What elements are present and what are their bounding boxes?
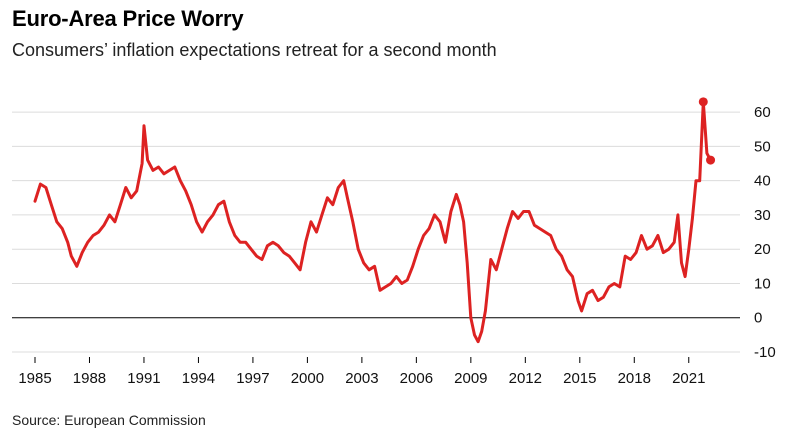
x-tick-label: 1994 [182, 370, 215, 387]
x-tick-label: 2009 [454, 370, 487, 387]
x-tick-label: 2018 [618, 370, 651, 387]
x-tick-label: 2015 [563, 370, 596, 387]
chart-subtitle: Consumers’ inflation expectations retrea… [12, 40, 497, 60]
x-tick-label: 2000 [291, 370, 324, 387]
y-tick-label: 60 [754, 104, 771, 121]
y-tick-label: 40 [754, 173, 771, 190]
y-tick-label: 20 [754, 241, 771, 258]
x-tick-label: 2012 [509, 370, 542, 387]
y-tick-label: 30 [754, 207, 771, 224]
series-line [33, 100, 713, 344]
y-tick-label: 10 [754, 275, 771, 292]
x-tick-label: 2006 [400, 370, 433, 387]
x-tick-label: 1997 [236, 370, 269, 387]
y-tick-label: 0 [754, 310, 762, 327]
x-tick-label: 2003 [345, 370, 378, 387]
chart-title: Euro-Area Price Worry [12, 6, 244, 31]
source-note: Source: European Commission [12, 412, 206, 428]
x-tick-label: 1985 [18, 370, 51, 387]
x-tick-label: 1988 [73, 370, 106, 387]
endpoint-marker [706, 155, 716, 165]
endpoint-marker [698, 97, 708, 107]
x-tick-label: 2021 [672, 370, 705, 387]
y-tick-label: -10 [754, 344, 776, 361]
x-tick-label: 1991 [127, 370, 160, 387]
y-tick-label: 50 [754, 138, 771, 155]
